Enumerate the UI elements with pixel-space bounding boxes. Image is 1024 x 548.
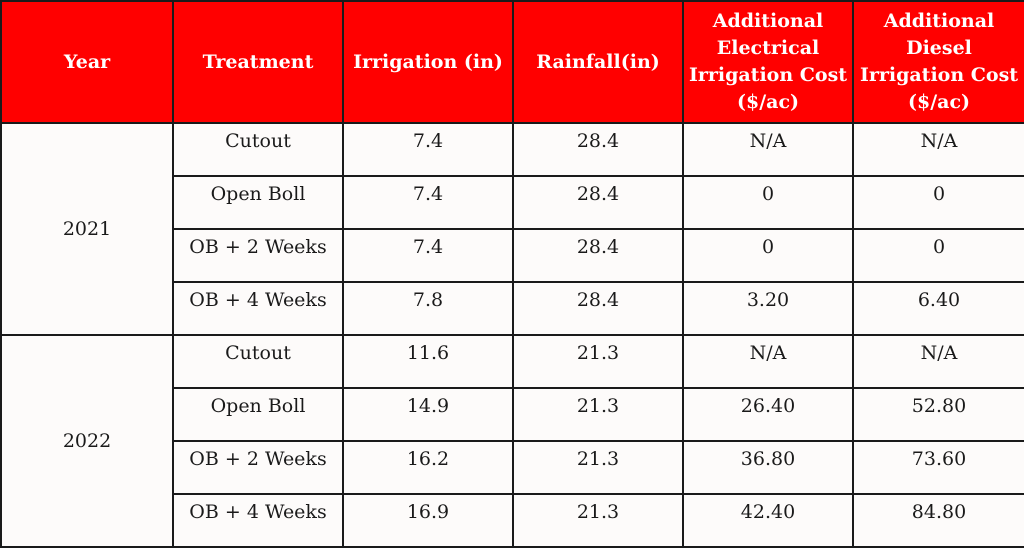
rainfall-cell: 21.3 bbox=[512, 493, 684, 548]
rainfall-cell: 28.4 bbox=[512, 122, 684, 177]
treatment-cell: Open Boll bbox=[172, 175, 344, 230]
irrigation-cell: 16.2 bbox=[342, 440, 514, 495]
rainfall-cell: 21.3 bbox=[512, 334, 684, 389]
treatment-cell: OB + 4 Weeks bbox=[172, 281, 344, 336]
diesel-cost-cell: 0 bbox=[852, 228, 1024, 283]
treatment-cell: Cutout bbox=[172, 334, 344, 389]
irrigation-cell: 7.4 bbox=[342, 228, 514, 283]
diesel-cost-cell: N/A bbox=[852, 334, 1024, 389]
treatment-cell: OB + 4 Weeks bbox=[172, 493, 344, 548]
table-row: OB + 2 Weeks 16.2 21.3 36.80 73.60 bbox=[1, 440, 1024, 495]
irrigation-cell: 7.8 bbox=[342, 281, 514, 336]
electrical-cost-cell: 0 bbox=[682, 175, 854, 230]
irrigation-cell: 7.4 bbox=[342, 175, 514, 230]
header-irrigation: Irrigation (in) bbox=[342, 0, 514, 124]
treatment-cell: Cutout bbox=[172, 122, 344, 177]
table-row: 2022 Cutout 11.6 21.3 N/A N/A bbox=[0, 334, 1024, 548]
electrical-cost-cell: 0 bbox=[682, 228, 854, 283]
electrical-cost-cell: 36.80 bbox=[682, 440, 854, 495]
header-rainfall: Rainfall(in) bbox=[512, 0, 684, 124]
header-row: Year Treatment Irrigation (in) Rainfall(… bbox=[0, 0, 1024, 124]
year-cell: 2022 bbox=[0, 334, 174, 548]
table-row: OB + 4 Weeks 7.8 28.4 3.20 6.40 bbox=[1, 281, 1024, 336]
rainfall-cell: 21.3 bbox=[512, 440, 684, 495]
electrical-cost-cell: 3.20 bbox=[682, 281, 854, 336]
diesel-cost-cell: 6.40 bbox=[852, 281, 1024, 336]
diesel-cost-cell: 73.60 bbox=[852, 440, 1024, 495]
diesel-cost-cell: 0 bbox=[852, 175, 1024, 230]
header-electrical-cost: Additional Electrical Irrigation Cost ($… bbox=[682, 0, 854, 124]
rainfall-cell: 21.3 bbox=[512, 387, 684, 442]
treatment-cell: Open Boll bbox=[172, 387, 344, 442]
table-row: OB + 4 Weeks 16.9 21.3 42.40 84.80 bbox=[1, 493, 1024, 548]
rainfall-cell: 28.4 bbox=[512, 281, 684, 336]
rainfall-cell: 28.4 bbox=[512, 175, 684, 230]
irrigation-cell: 16.9 bbox=[342, 493, 514, 548]
diesel-cost-cell: 84.80 bbox=[852, 493, 1024, 548]
table-row: OB + 2 Weeks 7.4 28.4 0 0 bbox=[1, 228, 1024, 283]
treatment-cell: OB + 2 Weeks bbox=[172, 440, 344, 495]
diesel-cost-cell: 52.80 bbox=[852, 387, 1024, 442]
table-row: 2021 Cutout 7.4 28.4 N/A N/A bbox=[0, 122, 1024, 336]
electrical-cost-cell: N/A bbox=[682, 334, 854, 389]
electrical-cost-cell: 42.40 bbox=[682, 493, 854, 548]
table-row: Open Boll 7.4 28.4 0 0 bbox=[1, 175, 1024, 230]
treatment-cell: OB + 2 Weeks bbox=[172, 228, 344, 283]
irrigation-cell: 14.9 bbox=[342, 387, 514, 442]
diesel-cost-cell: N/A bbox=[852, 122, 1024, 177]
header-diesel-cost: Additional Diesel Irrigation Cost ($/ac) bbox=[852, 0, 1024, 124]
table-row: Open Boll 14.9 21.3 26.40 52.80 bbox=[1, 387, 1024, 442]
header-treatment: Treatment bbox=[172, 0, 344, 124]
irrigation-cell: 11.6 bbox=[342, 334, 514, 389]
electrical-cost-cell: 26.40 bbox=[682, 387, 854, 442]
year-cell: 2021 bbox=[0, 122, 174, 336]
header-year: Year bbox=[0, 0, 174, 124]
electrical-cost-cell: N/A bbox=[682, 122, 854, 177]
rainfall-cell: 28.4 bbox=[512, 228, 684, 283]
irrigation-cell: 7.4 bbox=[342, 122, 514, 177]
